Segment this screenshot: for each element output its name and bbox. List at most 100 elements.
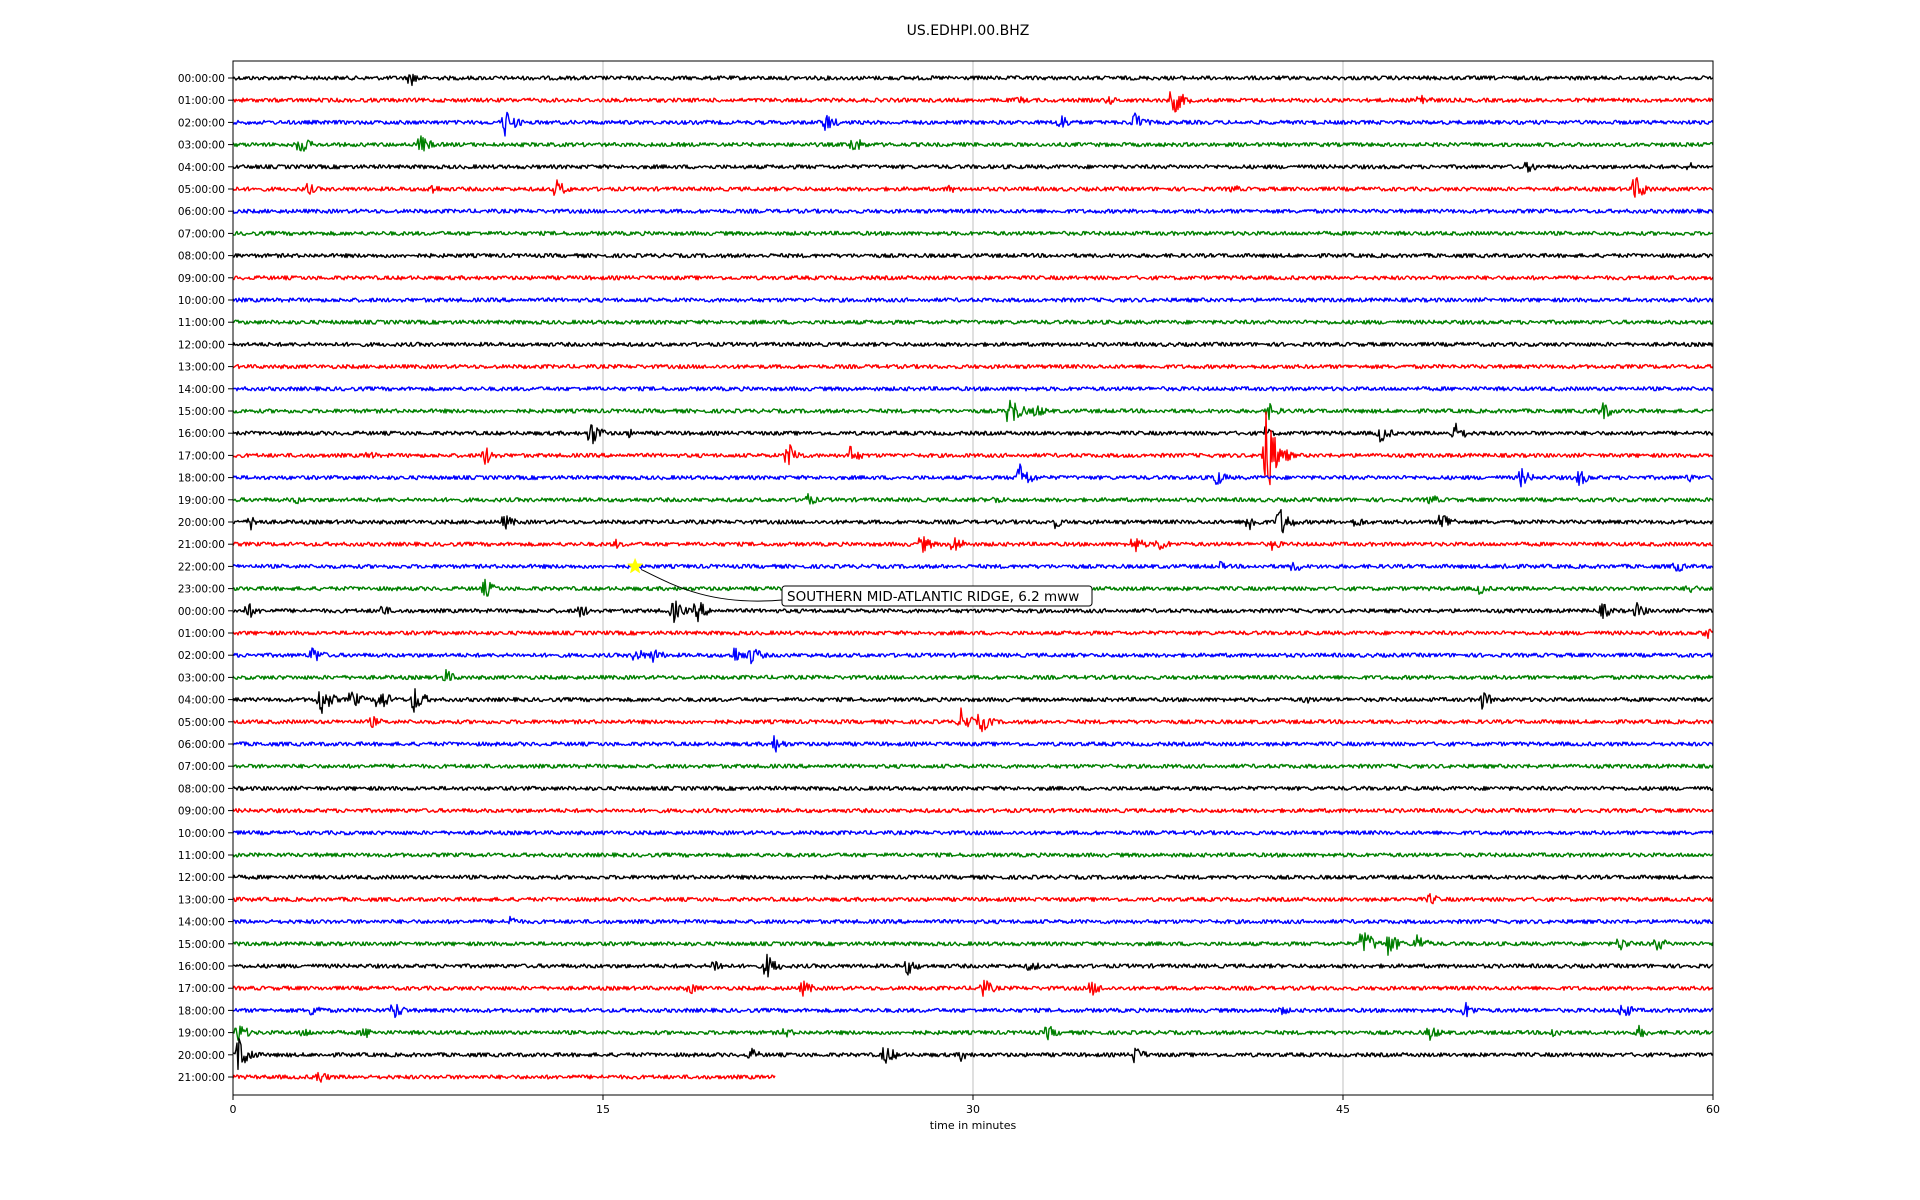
row-time-label: 18:00:00 xyxy=(178,473,225,485)
seismic-trace xyxy=(232,135,1714,152)
event-annotation: SOUTHERN MID-ATLANTIC RIDGE, 6.2 mww xyxy=(626,557,1093,607)
seismic-trace xyxy=(232,208,1714,214)
seismic-trace xyxy=(232,252,1713,259)
row-time-label: 10:00:00 xyxy=(178,828,225,840)
row-time-label: 04:00:00 xyxy=(178,695,225,707)
row-time-label: 17:00:00 xyxy=(178,450,225,462)
row-time-label: 14:00:00 xyxy=(178,917,225,929)
row-time-label: 07:00:00 xyxy=(178,761,225,773)
seismic-trace xyxy=(232,399,1714,423)
seismic-trace xyxy=(233,953,1714,978)
seismic-trace xyxy=(232,386,1714,392)
row-time-label: 01:00:00 xyxy=(178,628,225,640)
row-time-label: 02:00:00 xyxy=(178,650,225,662)
seismic-trace xyxy=(232,893,1714,905)
seismic-trace xyxy=(232,319,1714,325)
seismic-trace xyxy=(232,536,1714,553)
row-time-label: 20:00:00 xyxy=(178,517,225,529)
row-time-label: 11:00:00 xyxy=(178,850,225,862)
seismic-trace xyxy=(232,785,1714,792)
seismic-trace xyxy=(232,852,1714,858)
seismic-trace xyxy=(232,1037,1714,1071)
seismic-trace xyxy=(232,161,1714,173)
seismic-trace xyxy=(232,111,1714,137)
seismic-trace xyxy=(232,763,1714,769)
seismic-trace xyxy=(232,422,1714,445)
seismic-trace xyxy=(232,932,1714,956)
seismic-trace xyxy=(232,830,1714,836)
row-time-label: 06:00:00 xyxy=(178,206,225,218)
row-time-label: 05:00:00 xyxy=(178,717,225,729)
row-time-label: 15:00:00 xyxy=(178,406,225,418)
row-time-label: 02:00:00 xyxy=(178,117,225,129)
seismic-trace xyxy=(232,463,1714,488)
plot-frame xyxy=(232,60,1714,1096)
seismic-trace xyxy=(232,1024,1714,1041)
seismic-trace xyxy=(232,363,1714,370)
row-time-label: 13:00:00 xyxy=(178,894,225,906)
seismic-trace xyxy=(232,688,1713,714)
row-time-label: 19:00:00 xyxy=(178,1028,225,1040)
row-time-label: 08:00:00 xyxy=(178,251,225,263)
row-time-label: 17:00:00 xyxy=(178,983,225,995)
seismic-trace xyxy=(232,915,1714,925)
row-time-label: 21:00:00 xyxy=(178,539,225,551)
x-tick-label: 45 xyxy=(1336,1103,1350,1116)
chart-title: US.EDHPI.00.BHZ xyxy=(907,23,1030,39)
row-time-label: 07:00:00 xyxy=(178,228,225,240)
trace-group xyxy=(232,73,1714,1083)
seismic-trace xyxy=(232,560,1714,572)
row-time-label: 11:00:00 xyxy=(178,317,225,329)
row-label-group: 00:00:00 01:00:00 02:00:00 03:00:00 04:00:00… xyxy=(178,73,233,1084)
row-time-label: 03:00:00 xyxy=(178,140,225,152)
x-axis-label: time in minutes xyxy=(930,1119,1017,1132)
row-time-label: 16:00:00 xyxy=(178,428,225,440)
seismic-trace xyxy=(232,600,1714,624)
row-time-label: 22:00:00 xyxy=(178,561,225,573)
row-time-label: 05:00:00 xyxy=(178,184,225,196)
x-tick-label: 30 xyxy=(966,1103,980,1116)
vertical-grid xyxy=(602,61,1344,1095)
row-time-label: 21:00:00 xyxy=(178,1072,225,1084)
row-time-label: 00:00:00 xyxy=(178,73,225,85)
row-time-label: 08:00:00 xyxy=(178,783,225,795)
seismic-trace xyxy=(232,874,1714,880)
row-time-label: 15:00:00 xyxy=(178,939,225,951)
x-tick-group: 0 15 30 45 60 xyxy=(230,1095,1720,1116)
seismic-trace xyxy=(232,1001,1714,1019)
row-time-label: 12:00:00 xyxy=(178,872,225,884)
row-time-label: 09:00:00 xyxy=(178,273,225,285)
x-tick-label: 15 xyxy=(596,1103,610,1116)
row-time-label: 03:00:00 xyxy=(178,672,225,684)
x-tick-label: 0 xyxy=(230,1103,237,1116)
row-time-label: 06:00:00 xyxy=(178,739,225,751)
event-star-marker xyxy=(626,557,644,574)
row-time-label: 13:00:00 xyxy=(178,362,225,374)
row-time-label: 18:00:00 xyxy=(178,1005,225,1017)
seismic-trace xyxy=(232,735,1714,753)
seismic-trace xyxy=(232,979,1714,997)
row-time-label: 16:00:00 xyxy=(178,961,225,973)
seismic-trace xyxy=(232,707,1714,733)
seismic-trace xyxy=(232,341,1714,348)
x-tick-label: 60 xyxy=(1706,1103,1720,1116)
annotation-label: SOUTHERN MID-ATLANTIC RIDGE, 6.2 mww xyxy=(787,589,1079,605)
seismic-trace xyxy=(232,297,1714,303)
row-time-label: 01:00:00 xyxy=(178,95,225,107)
row-time-label: 10:00:00 xyxy=(178,295,225,307)
seismic-trace xyxy=(232,177,1714,198)
seismic-trace xyxy=(232,807,1714,814)
seismic-trace xyxy=(232,647,1714,665)
row-time-label: 14:00:00 xyxy=(178,384,225,396)
seismic-trace xyxy=(232,1071,776,1083)
seismic-trace xyxy=(232,230,1714,237)
seismic-trace xyxy=(232,509,1714,534)
seismic-trace xyxy=(232,669,1714,682)
annotation-arrow xyxy=(640,568,783,602)
row-time-label: 04:00:00 xyxy=(178,162,225,174)
row-time-label: 20:00:00 xyxy=(178,1050,225,1062)
seismic-trace xyxy=(232,628,1714,640)
seismic-trace xyxy=(232,73,1714,87)
seismic-trace xyxy=(232,91,1714,113)
